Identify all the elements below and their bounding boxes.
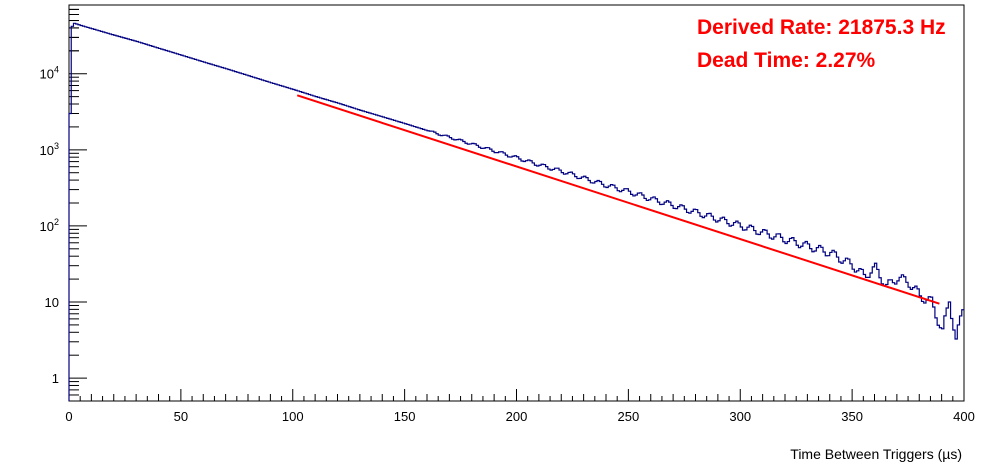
- x-tick-label: 250: [618, 409, 640, 424]
- x-axis-title: Time Between Triggers (µs): [790, 446, 962, 462]
- y-tick-label: 103: [40, 141, 59, 158]
- x-tick-label: 300: [729, 409, 751, 424]
- histogram-series: [68, 22, 964, 401]
- x-tick-label: 150: [394, 409, 416, 424]
- x-tick-label: 100: [282, 409, 304, 424]
- x-tick-label: 200: [506, 409, 528, 424]
- y-axis-tick-labels: 1 10 102 103 104: [40, 65, 59, 386]
- x-tick-label: 400: [953, 409, 975, 424]
- y-tick-label: 102: [40, 217, 59, 234]
- fit-line: [296, 94, 940, 305]
- y-tick-label: 1: [52, 371, 59, 386]
- y-tick-label: 104: [40, 65, 59, 82]
- annotation-dead-time: Dead Time: 2.27%: [697, 49, 876, 72]
- x-tick-label: 0: [65, 409, 72, 424]
- x-tick-label: 50: [174, 409, 188, 424]
- y-tick-label: 10: [45, 295, 59, 310]
- annotation-derived-rate: Derived Rate: 21875.3 Hz: [697, 16, 946, 39]
- x-axis-ticks: [68, 389, 965, 401]
- x-axis-tick-labels: 0 50 100 150 200 250 300 350 400: [65, 409, 974, 424]
- x-tick-label: 350: [841, 409, 863, 424]
